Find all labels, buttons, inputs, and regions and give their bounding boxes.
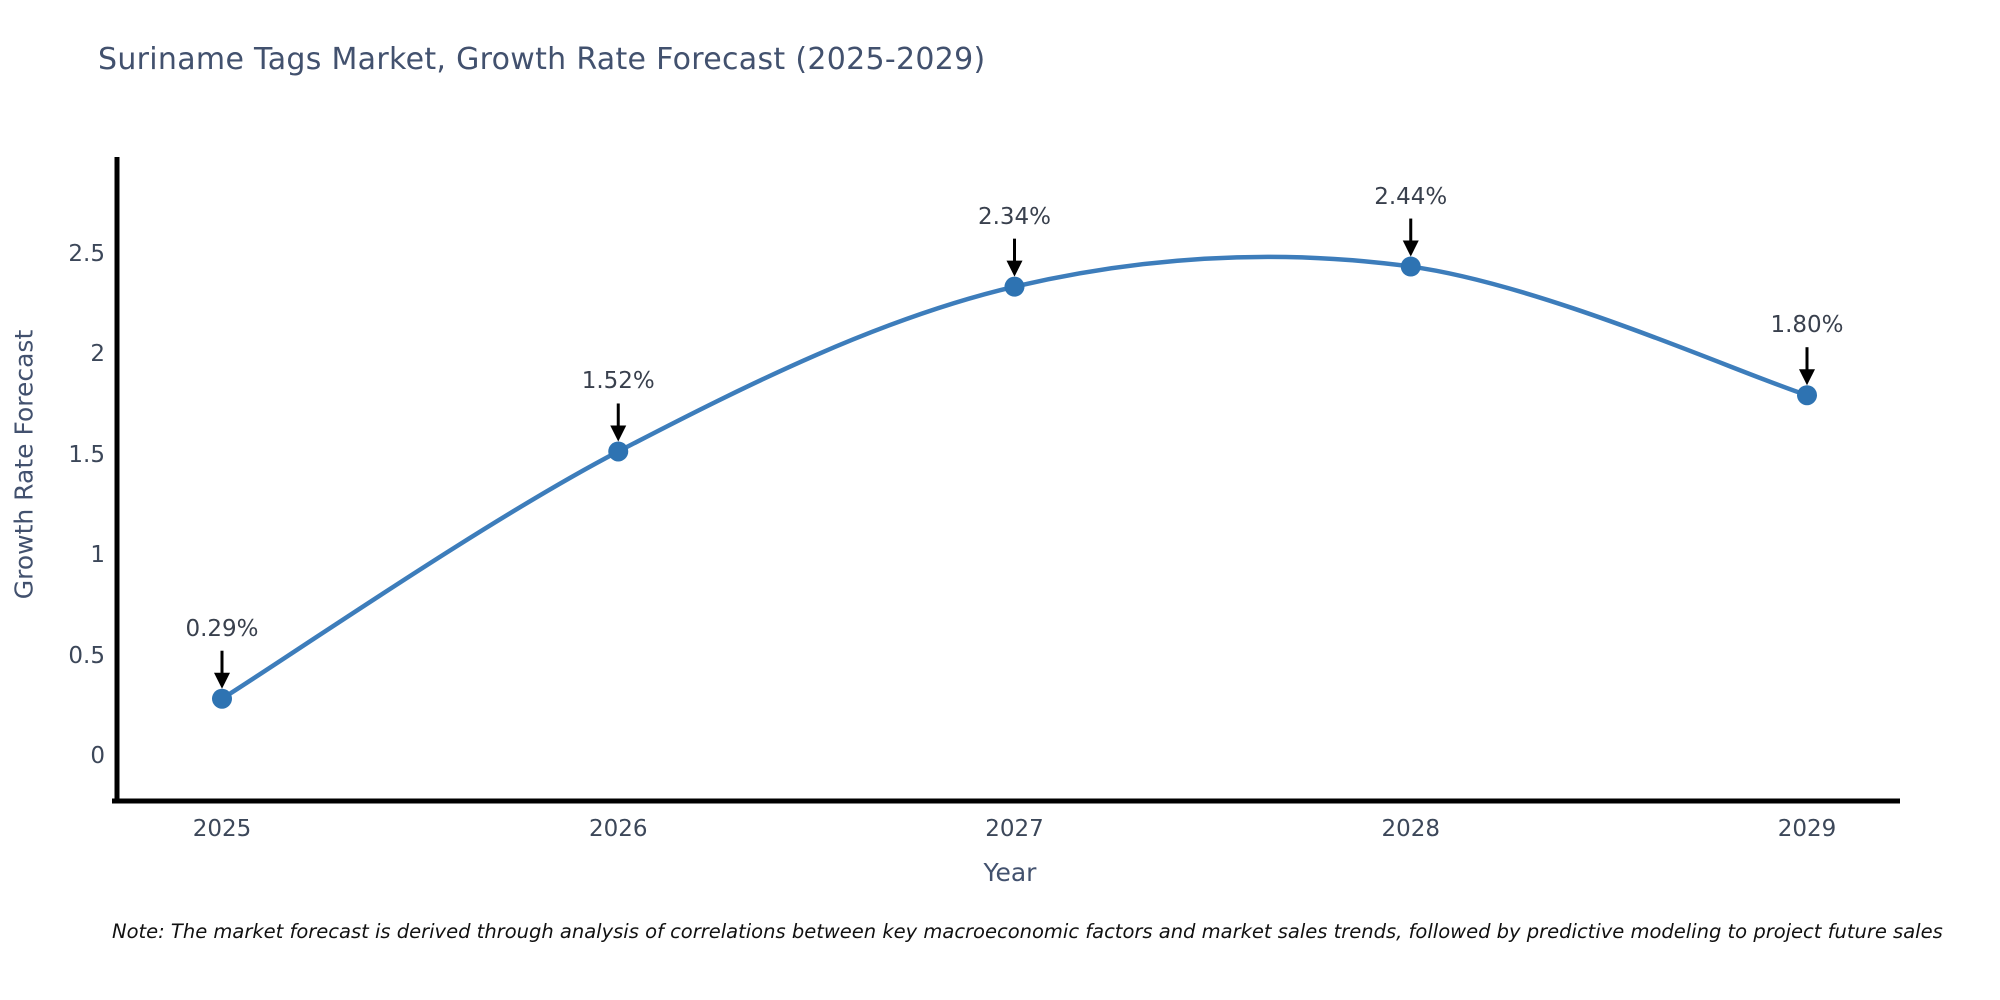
annotation-arrow-head (1006, 260, 1023, 277)
y-tick-label-0.5: 0.5 (68, 642, 105, 669)
y-tick-label-2.5: 2.5 (68, 240, 105, 267)
annotation-arrow-head (214, 672, 230, 689)
annotation-arrow-head (1799, 369, 1815, 386)
point-value-label-2027: 2.34% (977, 203, 1052, 230)
point-value-label-2028: 2.44% (1374, 183, 1448, 210)
x-tick-label-2025: 2025 (192, 816, 252, 842)
x-axis-spine (112, 798, 1900, 804)
y-tick-label-1: 1 (90, 542, 105, 568)
forecast-line (219, 254, 1810, 701)
data-point-marker-2025 (212, 688, 232, 709)
x-tick-label-2026: 2026 (588, 816, 648, 842)
y-axis-spine (114, 157, 120, 804)
point-value-label-2025: 0.29% (185, 615, 259, 642)
point-value-label-2029: 1.80% (1770, 312, 1844, 339)
x-tick-label-2029: 2029 (1777, 816, 1837, 842)
annotation-arrow-head (610, 425, 627, 442)
data-point-marker-2029 (1797, 385, 1817, 406)
data-point-marker-2028 (1400, 256, 1421, 277)
y-tick-label-2: 2 (90, 341, 105, 367)
y-tick-label-0: 0 (90, 743, 105, 769)
x-tick-label-2028: 2028 (1381, 816, 1441, 842)
y-tick-label-1.5: 1.5 (68, 441, 105, 468)
annotation-arrow-head (1402, 240, 1419, 257)
point-value-label-2026: 1.52% (581, 368, 655, 395)
x-tick-label-2027: 2027 (985, 816, 1044, 842)
x-axis-title: Year (983, 858, 1037, 887)
chart-footnote: Note: The market forecast is derived thr… (112, 920, 1943, 943)
data-point-marker-2026 (608, 441, 629, 462)
data-point-marker-2027 (1004, 276, 1025, 297)
chart-title: Suriname Tags Market, Growth Rate Foreca… (98, 42, 986, 77)
